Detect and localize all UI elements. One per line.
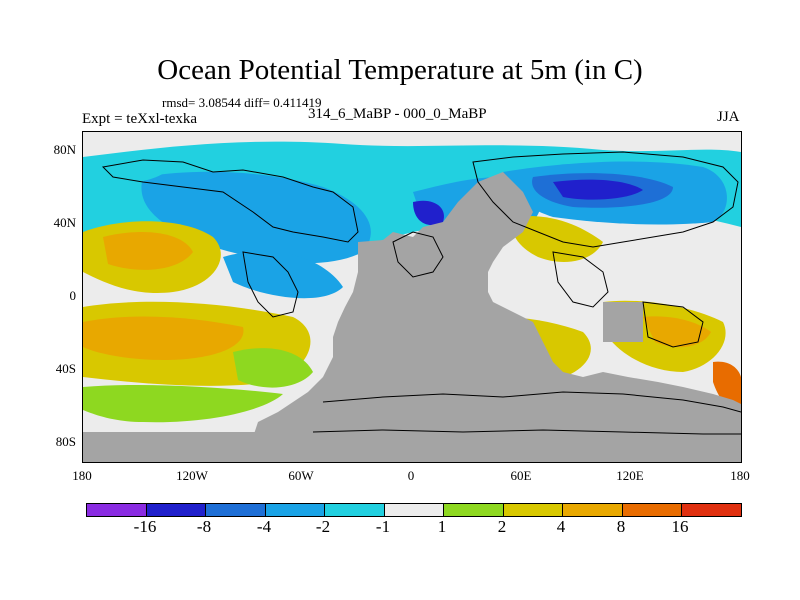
coastlines [101,151,741,435]
season-label: JJA [717,109,740,125]
region-green-southpacific [233,348,313,388]
region-orange-eastindian [643,316,711,348]
period-label: 314_6_MaBP - 000_0_MaBP [308,106,487,122]
region-navy-atlantic [413,200,444,226]
colorbar-cell [682,504,742,516]
colorbar-label: 1 [437,517,447,536]
colorbar-cell [87,504,147,516]
chart-title: Ocean Potential Temperature at 5m (in C) [157,54,643,86]
ytick-label: 40N [53,215,76,230]
colorbar-label: -16 [133,517,157,536]
colorbar-cell [622,504,683,516]
colorbar-cell [265,504,326,516]
colorbar-cell [206,504,266,516]
ytick-label: 40S [55,361,76,376]
xtick-label: 0 [407,468,415,483]
colorbar-cell [325,504,385,516]
colorbar-label: -8 [196,517,212,536]
land-antarctica [83,432,741,462]
ytick-label: 80N [53,142,76,157]
colorbar-label: 8 [616,517,626,536]
colorbar-label: -4 [256,517,272,536]
region-orange-southpacific [83,316,244,360]
colorbar [86,503,742,517]
region-blue-centralpacific [223,251,343,299]
land-indonesia [603,302,643,342]
xtick-label: 180 [72,468,92,483]
stats-text: rmsd= 3.08544 diff= 0.411419 [162,95,322,110]
ytick-label: 80S [55,434,76,449]
region-navy-east [553,179,643,200]
colorbar-label: -2 [315,517,331,536]
colorbar-label: 16 [671,517,689,536]
colorbar-label: 4 [556,517,566,536]
colorbar-cell [146,504,207,516]
xtick-label: 180 [730,468,750,483]
colorbar-cell [384,504,445,516]
colorbar-label: 2 [497,517,507,536]
land-africa-north [463,232,488,292]
colorbar-cell [503,504,564,516]
ytick-label: 0 [69,288,77,303]
region-green-southern [83,384,283,423]
colorbar-label: -1 [375,517,391,536]
map-plot-area [82,131,742,463]
colorbar-cell [444,504,504,516]
land-mass [253,172,741,452]
region-cyan-northwest [83,157,173,185]
colorbar-cell [563,504,623,516]
xtick-label: 60E [510,468,532,483]
region-yellow-eastasia [511,216,603,262]
xtick-label: 120E [616,468,644,483]
region-orange-westpacific [103,232,193,270]
experiment-label: Expt = teXxl-texka [82,111,198,127]
xtick-label: 60W [288,468,314,483]
map-svg [83,132,741,462]
xtick-label: 120W [176,468,208,483]
